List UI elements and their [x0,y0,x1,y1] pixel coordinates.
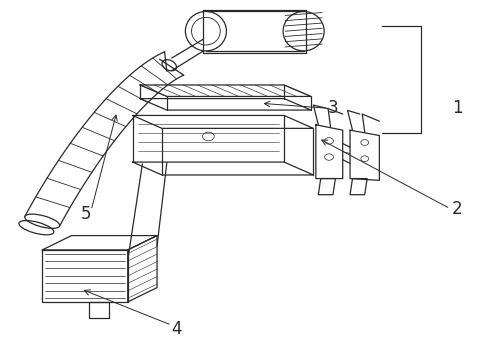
Text: 5: 5 [81,205,92,223]
Text: 4: 4 [172,320,182,338]
Text: 2: 2 [452,200,463,218]
Text: 3: 3 [328,99,338,117]
Text: 1: 1 [452,99,463,117]
